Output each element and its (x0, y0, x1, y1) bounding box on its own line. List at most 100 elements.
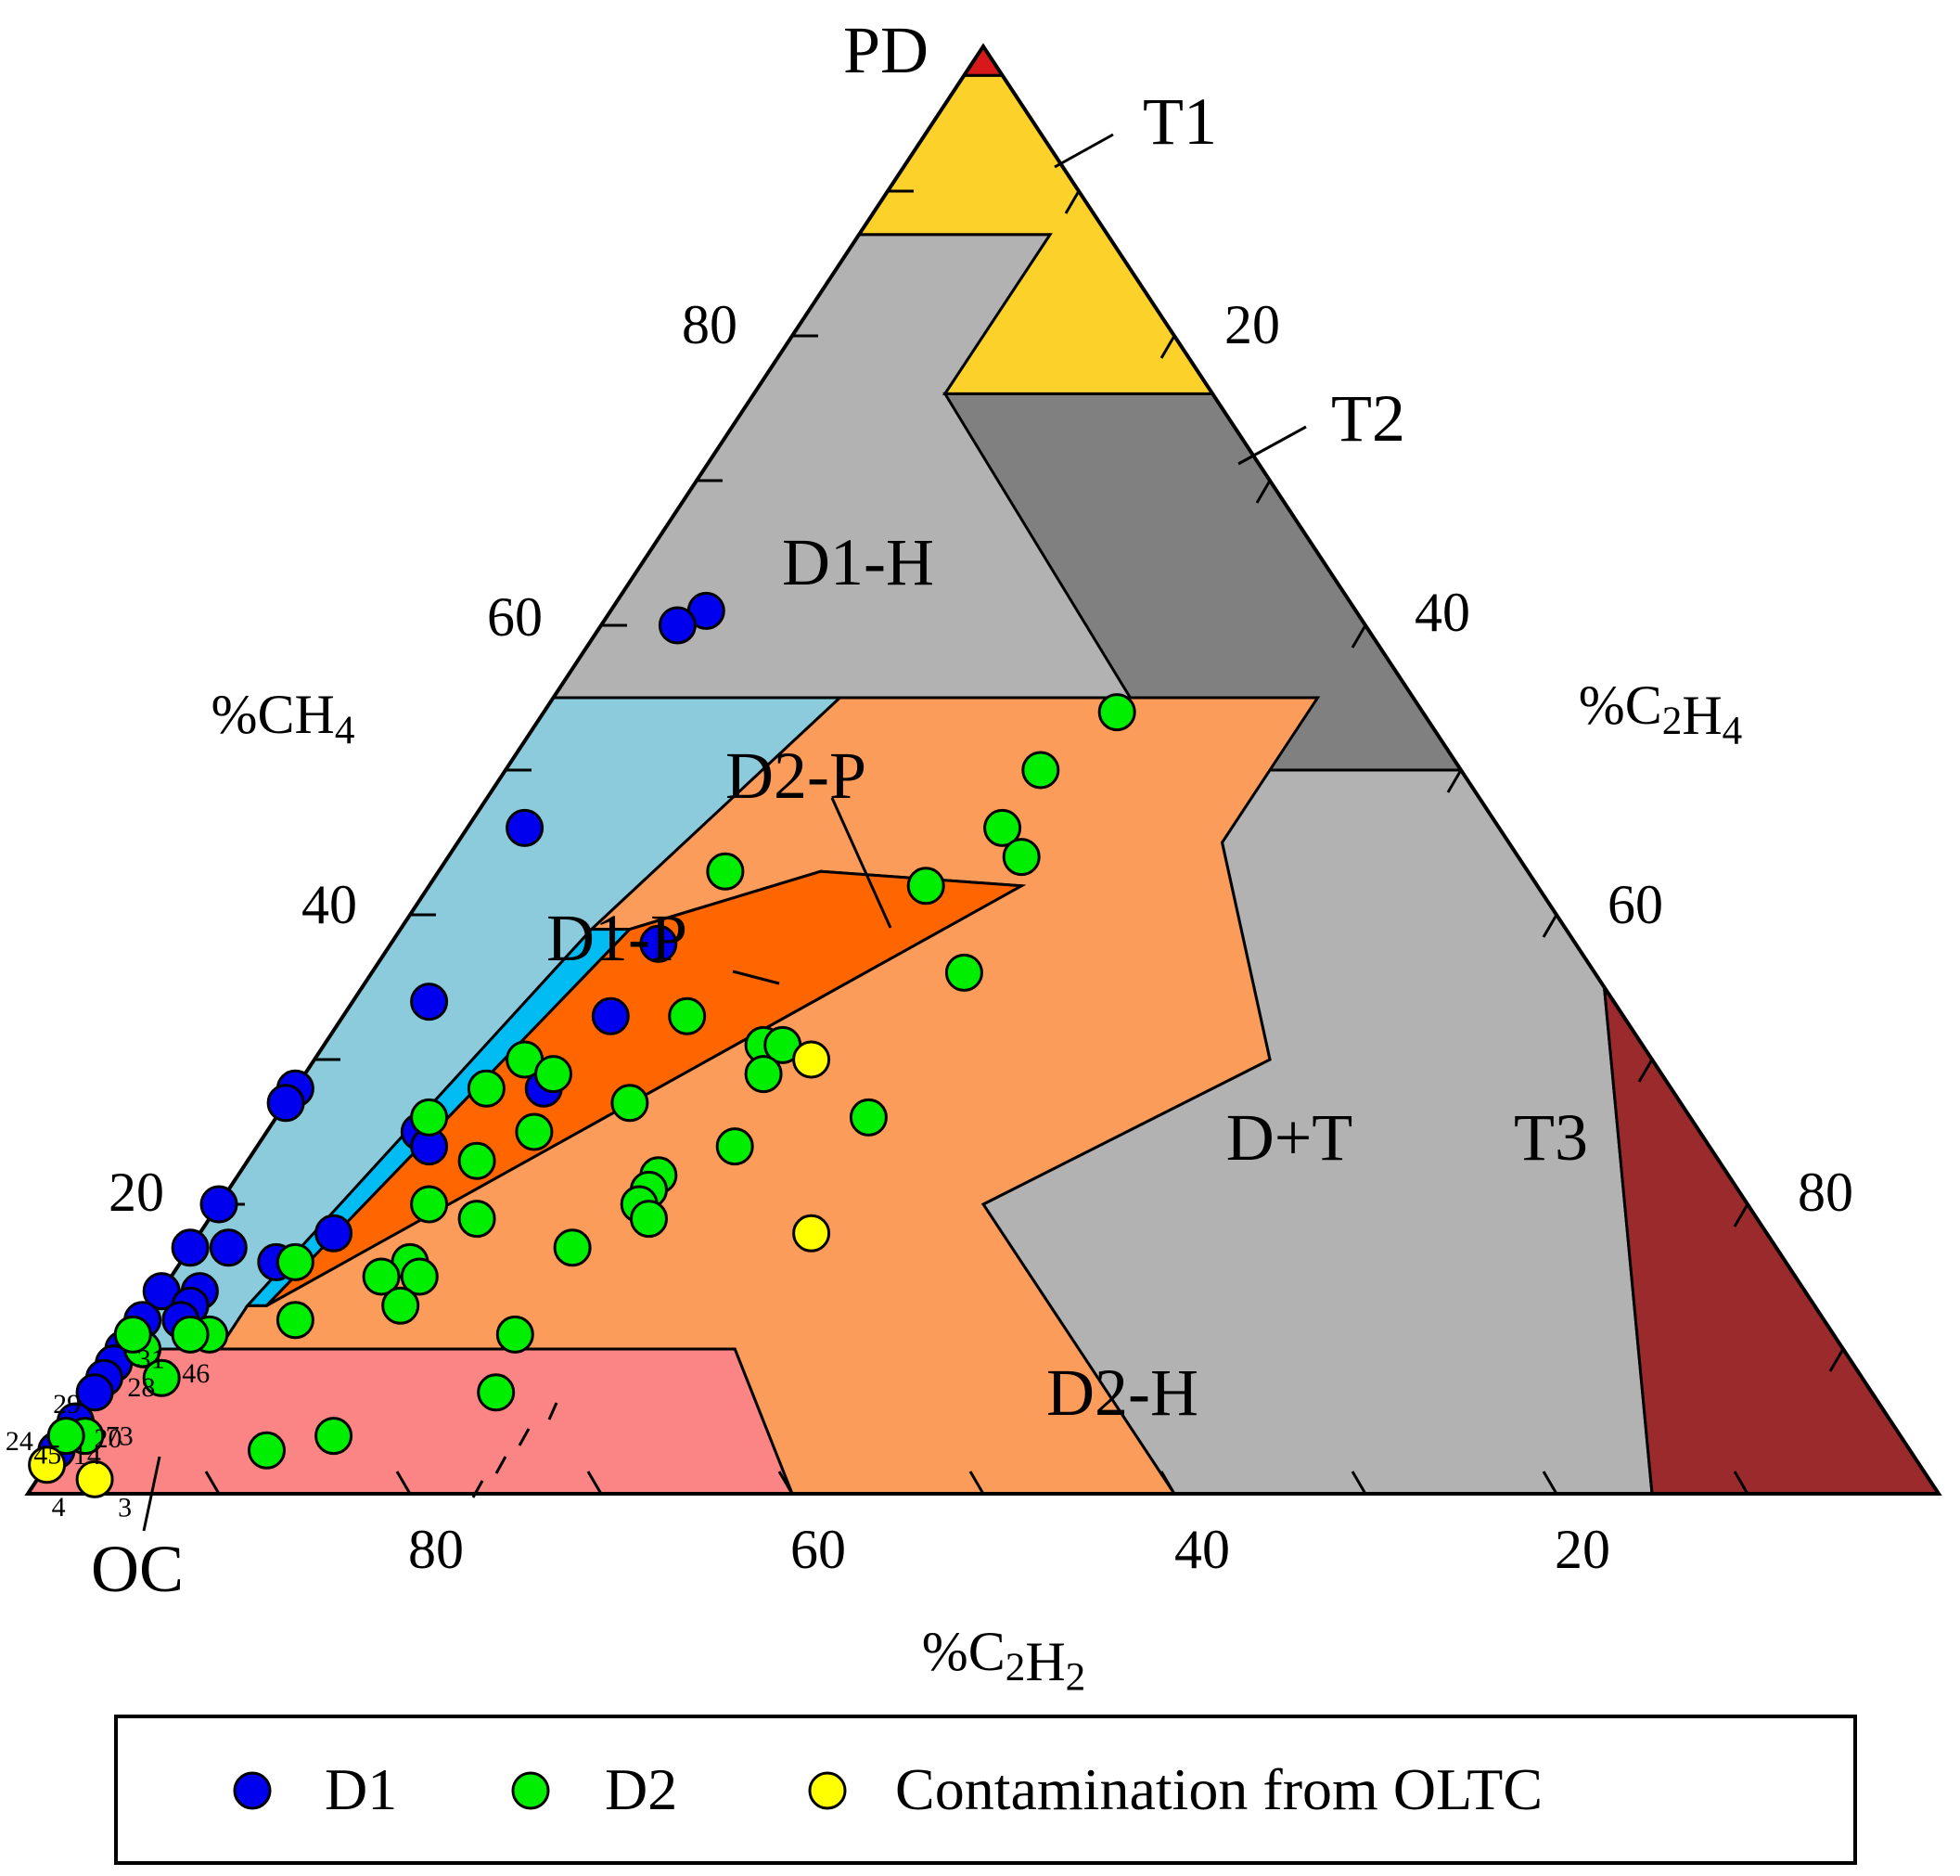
point-d2 (715, 1127, 754, 1166)
tick-c2h4 (1446, 769, 1463, 793)
data-points-layer (28, 591, 1136, 1498)
tick-label-c2h4: 20 (1224, 294, 1280, 355)
tick-c2h2 (777, 1471, 794, 1495)
axis-title-c2h2: %C2H2 (922, 1621, 1086, 1700)
point-contamination-from-oltc (792, 1040, 831, 1079)
tick-label-c2h4: 40 (1415, 582, 1470, 643)
tick-c2h2 (1159, 1471, 1176, 1495)
tick-c2h2 (395, 1471, 412, 1495)
legend-label-d1: D1 (325, 1756, 397, 1822)
tick-label-c2h4: 80 (1798, 1162, 1853, 1223)
tick-c2h4 (1351, 624, 1367, 649)
tick-label-ch4: 40 (301, 874, 357, 935)
point-d2 (410, 1185, 449, 1224)
point-d2 (400, 1257, 439, 1296)
tick-label-ch4: 60 (487, 586, 543, 648)
point-d2 (1097, 693, 1136, 732)
point-d2 (1021, 751, 1060, 790)
oc-dash (471, 1480, 484, 1498)
point-d2 (944, 953, 983, 992)
oc-dash (494, 1456, 507, 1474)
tick-label-c2h2: 40 (1174, 1519, 1230, 1580)
point-d2 (668, 996, 707, 1035)
tick-c2h2 (1542, 1471, 1558, 1495)
legend: D1 D2 Contamination from OLTC (114, 1715, 1857, 1865)
legend-box (114, 1715, 1857, 1865)
zone-label-t3: T3 (1514, 1100, 1588, 1175)
zone-label-d1h: D1-H (782, 525, 934, 599)
zone-label-t1: T1 (1143, 84, 1217, 159)
point-label: 73 (106, 1421, 134, 1452)
tick-label-c2h2: 80 (408, 1519, 464, 1580)
tick-c2h4 (1542, 914, 1558, 938)
point-d2 (706, 852, 745, 891)
tick-c2h2 (204, 1471, 221, 1495)
tick-c2h4 (1064, 190, 1081, 214)
point-d2 (113, 1315, 152, 1354)
leader-line (1237, 425, 1307, 466)
point-contamination-from-oltc (28, 1446, 67, 1484)
point-d2 (906, 867, 945, 906)
point-d2 (1002, 838, 1041, 877)
tick-label-c2h4: 60 (1608, 874, 1663, 935)
point-label: 24 (6, 1426, 33, 1457)
point-d1 (75, 1373, 114, 1412)
zone-label-dt: D+T (1226, 1100, 1353, 1175)
point-d2 (457, 1141, 496, 1180)
point-d2 (610, 1084, 649, 1123)
zones-layer (25, 44, 1941, 1496)
point-d1 (209, 1228, 248, 1267)
corner-label-pd: PD (843, 13, 929, 87)
tick-c2h4 (1828, 1348, 1845, 1372)
point-d2 (553, 1228, 592, 1267)
axis-title-c2h4: %C2H4 (1579, 675, 1743, 753)
point-label: 31 (137, 1344, 165, 1375)
point-d1 (506, 808, 544, 847)
point-d2 (467, 1069, 506, 1108)
point-d2 (477, 1373, 516, 1412)
point-d2 (171, 1315, 210, 1354)
point-d2 (248, 1431, 286, 1470)
point-label: 46 (182, 1358, 210, 1389)
point-contamination-from-oltc (792, 1214, 831, 1253)
leader-line (142, 1456, 161, 1532)
point-d2 (275, 1301, 314, 1340)
tick-label-ch4: 80 (682, 294, 737, 355)
point-d1 (314, 1214, 353, 1253)
leader-line (830, 797, 892, 929)
legend-label-contamination-from-oltc: Contamination from OLTC (895, 1756, 1543, 1822)
point-d2 (314, 1417, 353, 1456)
point-d1 (199, 1185, 238, 1224)
point-label: 20 (95, 1423, 122, 1454)
point-label: 28 (127, 1372, 155, 1403)
legend-marker-d2 (511, 1771, 550, 1810)
point-d2 (630, 1200, 668, 1239)
zone-label-d2h: D2-H (1046, 1356, 1198, 1430)
tick-label-c2h2: 60 (790, 1519, 846, 1580)
zone-d2p (265, 869, 1027, 1307)
leader-line (1054, 133, 1114, 169)
zone-label-d1p: D1-P (546, 901, 687, 975)
zone-leader-lines (142, 133, 1307, 1532)
corner-label-oc: OC (91, 1532, 184, 1606)
point-label: 3 (118, 1492, 132, 1523)
point-d2 (275, 1242, 314, 1281)
point-d1 (410, 983, 449, 1022)
point-label: 45 (33, 1440, 61, 1471)
point-d2 (515, 1112, 554, 1151)
legend-marker-contamination-from-oltc (808, 1771, 847, 1810)
point-contamination-from-oltc (75, 1459, 114, 1498)
tick-c2h2 (1351, 1471, 1367, 1495)
point-d2 (534, 1055, 572, 1094)
tick-c2h4 (1159, 335, 1176, 359)
legend-marker-d1 (233, 1771, 272, 1810)
point-d1 (266, 1084, 305, 1123)
point-d2 (983, 808, 1022, 847)
tick-c2h2 (968, 1471, 985, 1495)
point-label: 4 (52, 1492, 66, 1523)
tick-label-c2h2: 20 (1555, 1519, 1610, 1580)
tick-c2h2 (586, 1471, 603, 1495)
zone-pd (961, 44, 1006, 77)
